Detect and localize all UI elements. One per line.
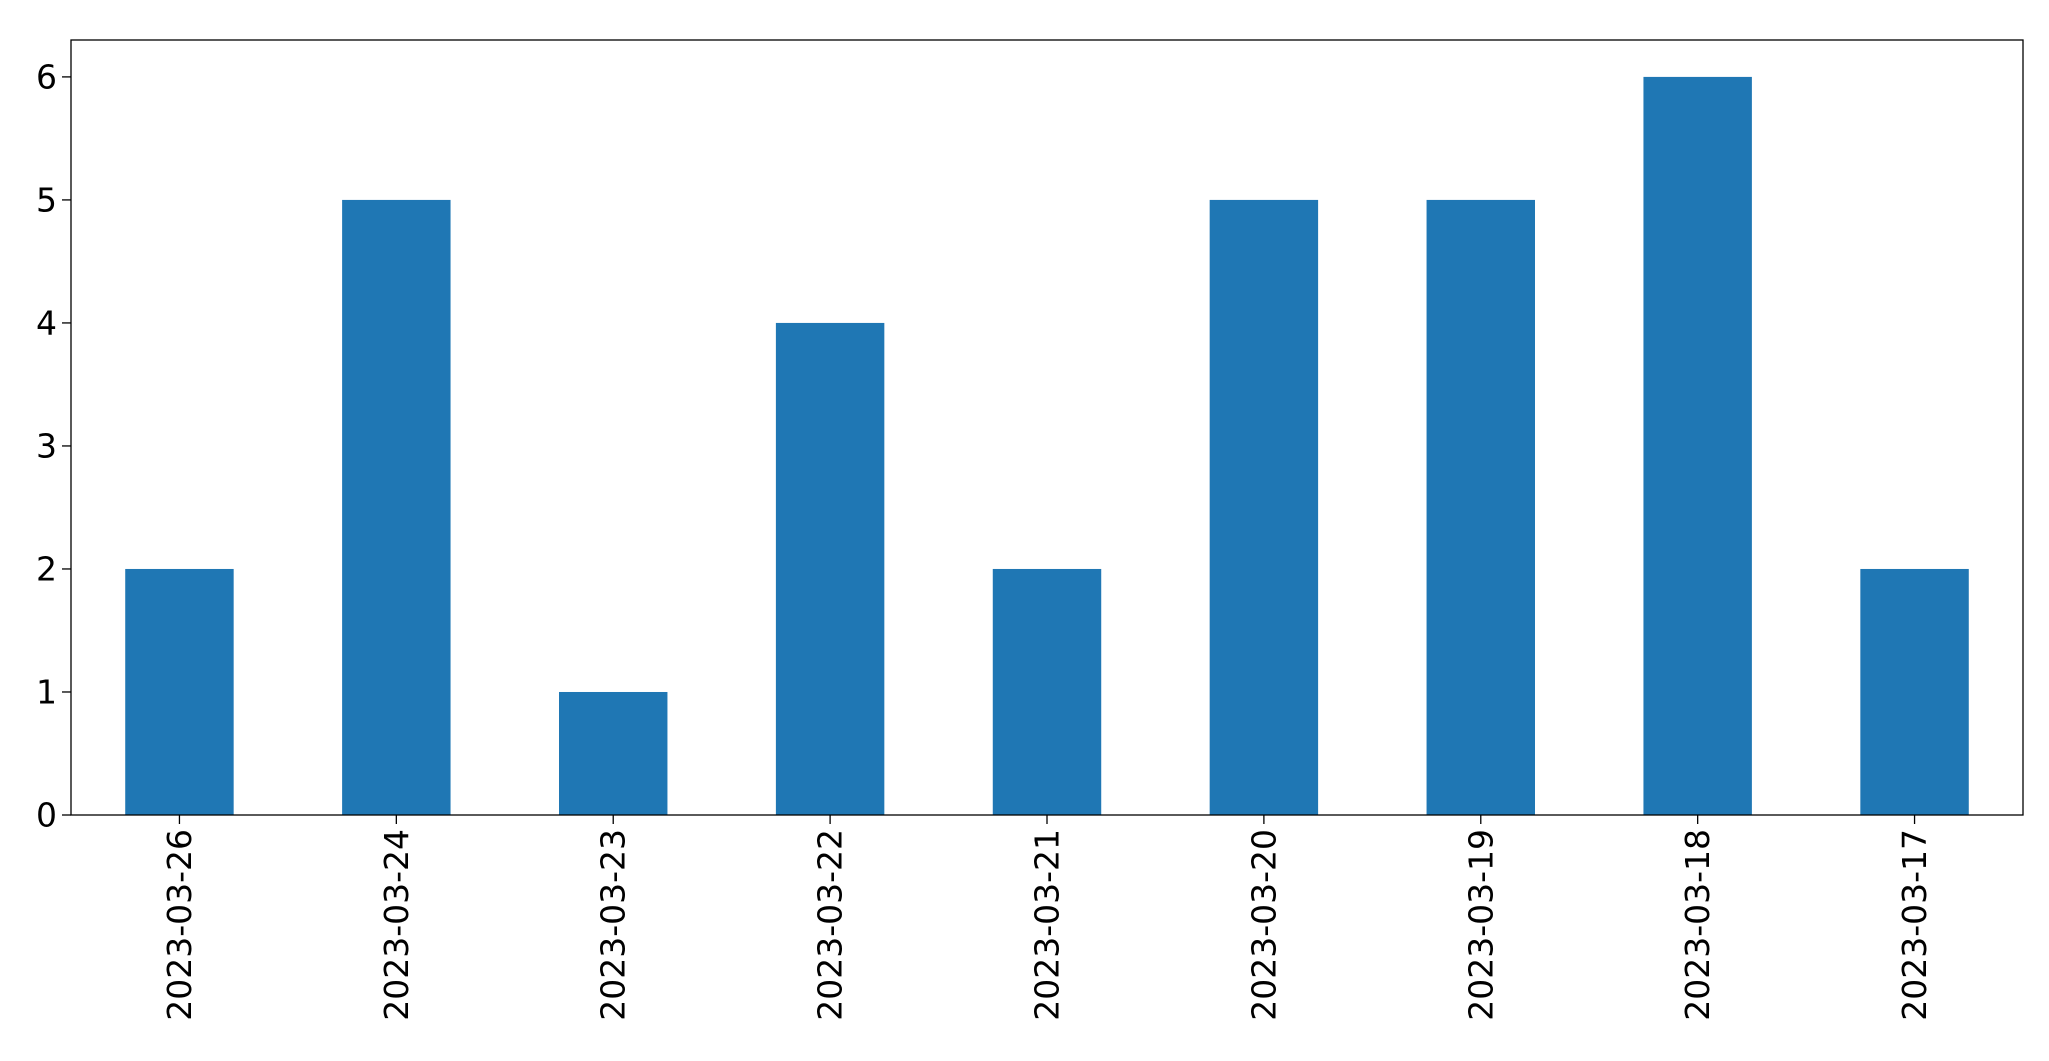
bar-2023-03-17 — [1860, 568, 1969, 815]
bars-group — [125, 76, 1969, 815]
x-tick-label: 2023-03-22 — [811, 829, 850, 1021]
bar-2023-03-20 — [1209, 199, 1319, 815]
y-tick-label: 5 — [36, 180, 57, 219]
bar-2023-03-21 — [992, 568, 1102, 815]
x-tick-label: 2023-03-20 — [1244, 829, 1283, 1021]
y-tick-label: 4 — [36, 303, 57, 342]
x-tick-label: 2023-03-19 — [1461, 829, 1500, 1021]
bar-2023-03-24 — [342, 199, 451, 815]
x-tick-label: 2023-03-23 — [594, 829, 633, 1021]
x-tick-label: 2023-03-21 — [1028, 829, 1067, 1021]
bar-2023-03-23 — [559, 691, 668, 815]
x-tick-label: 2023-03-24 — [377, 829, 416, 1021]
y-tick-label: 3 — [36, 426, 57, 465]
y-tick-label: 6 — [36, 57, 57, 96]
x-tick-label: 2023-03-18 — [1678, 829, 1717, 1021]
y-tick-label: 1 — [36, 672, 57, 711]
x-tick-label: 2023-03-26 — [160, 829, 199, 1021]
y-tick-label: 0 — [36, 796, 57, 835]
bar-2023-03-26 — [125, 568, 234, 815]
bar-2023-03-19 — [1426, 199, 1535, 815]
x-axis: 2023-03-26 2023-03-24 2023-03-23 2023-03-22… — [160, 815, 1934, 1021]
plot-frame — [70, 39, 2024, 816]
y-tick-label: 2 — [36, 549, 57, 588]
bar-2023-03-18 — [1643, 76, 1752, 815]
x-tick-label: 2023-03-17 — [1895, 829, 1934, 1021]
y-axis: 0 1 2 3 4 5 6 — [36, 57, 71, 835]
bar-2023-03-22 — [775, 322, 885, 815]
